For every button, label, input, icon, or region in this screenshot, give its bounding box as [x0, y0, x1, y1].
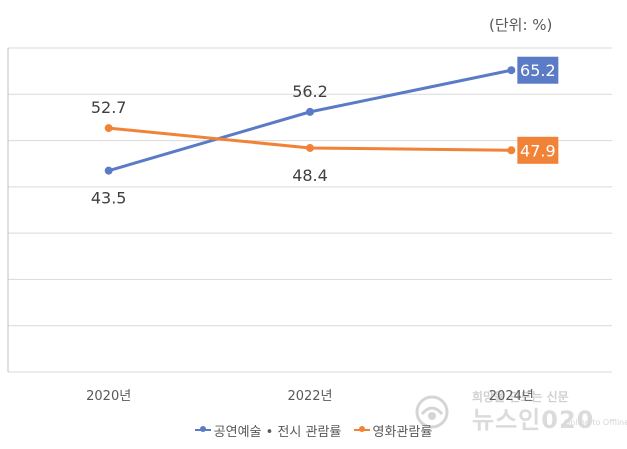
- data-label: 65.2: [520, 61, 556, 80]
- legend: 공연예술 • 전시 관람률 영화관람률: [0, 420, 627, 440]
- data-labels: 43.5 56.2 65.2 52.7 48.4 47.9: [91, 56, 559, 208]
- data-label-box: [517, 136, 559, 164]
- data-point: [507, 146, 516, 155]
- data-point: [306, 107, 314, 116]
- legend-label-movie: 영화관람률: [372, 424, 433, 440]
- data-label: 52.7: [91, 98, 127, 117]
- data-label: 43.5: [91, 189, 127, 208]
- data-label: 48.4: [292, 166, 328, 185]
- x-tick-label: 2022년: [287, 389, 332, 404]
- gridlines: [8, 47, 612, 327]
- unit-label: (단위: %): [489, 16, 553, 34]
- data-label-box: [517, 56, 559, 84]
- axes: [7, 48, 612, 373]
- data-label: 47.9: [520, 141, 556, 160]
- x-tick-label: 2024년: [489, 389, 534, 404]
- legend-swatch-blue: [194, 426, 211, 432]
- legend-swatch-orange: [353, 426, 370, 432]
- watermark: 희망을 만드는 신문 뉴스인020 Online to Offline: [414, 388, 627, 438]
- data-point: [507, 66, 516, 75]
- data-point: [104, 124, 113, 133]
- legend-label-performing-arts: 공연예술 • 전시 관람률: [213, 424, 342, 440]
- legend-item-performing-arts: 공연예술 • 전시 관람률: [194, 421, 342, 440]
- series-lines: [104, 66, 516, 175]
- data-label: 56.2: [292, 82, 328, 101]
- globe-logo-icon: [415, 395, 449, 429]
- x-tick-label: 2020년: [86, 389, 131, 404]
- data-point: [104, 166, 113, 175]
- x-tick-labels: 2020년 2022년 2024년: [86, 389, 534, 404]
- watermark-brand: 뉴스인020: [472, 406, 595, 434]
- watermark-tagline: 희망을 만드는 신문: [472, 390, 569, 404]
- data-point: [306, 143, 314, 152]
- legend-item-movie: 영화관람률: [353, 421, 433, 440]
- watermark-subtitle: Online to Offline: [564, 418, 627, 427]
